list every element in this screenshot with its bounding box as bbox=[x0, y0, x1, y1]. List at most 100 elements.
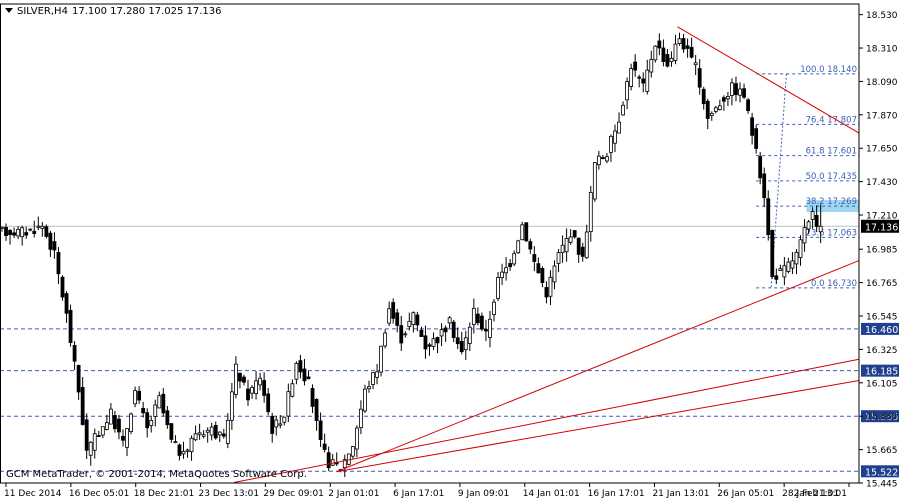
x-tick-label: 28 Jan 21:01 bbox=[782, 489, 839, 499]
candle-body bbox=[16, 228, 21, 237]
level-label: 15.885 bbox=[865, 412, 898, 423]
candle-body bbox=[40, 225, 45, 229]
candle-body bbox=[391, 302, 396, 319]
candle-body bbox=[637, 76, 642, 79]
candle-body bbox=[407, 320, 412, 328]
candle-body bbox=[108, 408, 113, 425]
candle-body bbox=[520, 224, 525, 241]
trendline[interactable] bbox=[336, 380, 860, 473]
candle-body bbox=[629, 68, 634, 87]
candle-body bbox=[84, 419, 89, 451]
candle-body bbox=[92, 433, 97, 451]
candle-body bbox=[580, 246, 585, 257]
candle-body bbox=[592, 162, 597, 200]
fib-level-label: 0.0 16.730 bbox=[811, 279, 857, 289]
candle-body bbox=[512, 253, 517, 265]
candle-body bbox=[310, 388, 315, 407]
candle-body bbox=[556, 252, 561, 264]
candle-body bbox=[415, 314, 420, 326]
candle-body bbox=[540, 267, 545, 283]
candle-body bbox=[177, 444, 182, 456]
candle-body bbox=[221, 433, 226, 437]
y-tick-label: 15.445 bbox=[866, 480, 898, 490]
time-axis: 11 Dec 2014 16 Dec 05:01 18 Dec 21:01 23 De… bbox=[4, 483, 850, 499]
candle-body bbox=[185, 449, 190, 452]
x-tick-label: 26 Jan 05:01 bbox=[717, 489, 774, 499]
candle-body bbox=[250, 387, 254, 394]
candlesticks bbox=[0, 32, 823, 478]
candle-body bbox=[750, 117, 755, 136]
trendline[interactable] bbox=[677, 26, 860, 134]
y-tick-label: 16.545 bbox=[866, 312, 898, 322]
y-tick-label: 17.650 bbox=[866, 145, 898, 155]
candle-body bbox=[810, 211, 815, 220]
x-tick-label: 14 Jan 01:01 bbox=[523, 489, 580, 499]
candle-body bbox=[463, 337, 468, 351]
candle-body bbox=[76, 365, 81, 393]
candle-body bbox=[613, 130, 617, 144]
candle-body bbox=[52, 241, 57, 251]
candle-body bbox=[467, 326, 472, 344]
candle-body bbox=[322, 443, 327, 450]
candle-body bbox=[274, 419, 279, 428]
candle-body bbox=[782, 265, 787, 278]
candle-body bbox=[605, 156, 609, 162]
candle-body bbox=[713, 107, 718, 112]
current-price-label: 17.136 bbox=[865, 222, 898, 233]
x-tick-label: 16 Jan 17:01 bbox=[588, 489, 645, 499]
candle-body bbox=[500, 271, 504, 278]
chart-header: SILVER,H4 17.100 17.280 17.025 17.136 bbox=[5, 6, 222, 17]
chart-frame bbox=[0, 3, 860, 484]
candle-body bbox=[705, 100, 710, 119]
candle-body bbox=[617, 121, 621, 134]
candle-body bbox=[290, 383, 295, 397]
candle-body bbox=[431, 338, 436, 347]
candle-body bbox=[254, 380, 258, 394]
candle-body bbox=[4, 227, 8, 236]
candle-body bbox=[354, 427, 359, 450]
candle-body bbox=[609, 135, 613, 153]
candle-body bbox=[266, 393, 271, 413]
candle-body bbox=[770, 230, 775, 278]
candle-body bbox=[508, 263, 513, 268]
candle-body bbox=[504, 267, 509, 274]
candle-body bbox=[524, 222, 529, 242]
candle-body bbox=[181, 451, 186, 455]
fib-level-label: 38.2 17.269 bbox=[806, 197, 857, 207]
candle-body bbox=[149, 420, 154, 426]
candle-body bbox=[137, 390, 142, 401]
plot-border bbox=[0, 3, 860, 484]
candle-body bbox=[641, 78, 646, 84]
candle-body bbox=[60, 276, 65, 298]
candle-body bbox=[56, 252, 61, 275]
candle-body bbox=[528, 241, 533, 250]
candle-body bbox=[806, 221, 811, 230]
candle-body bbox=[625, 81, 629, 101]
trendline[interactable] bbox=[233, 358, 860, 484]
candle-body bbox=[455, 337, 460, 345]
trendline[interactable] bbox=[336, 260, 860, 473]
y-tick-label: 16.985 bbox=[866, 246, 898, 256]
x-tick-label: 16 Dec 05:01 bbox=[69, 489, 130, 499]
candle-body bbox=[443, 327, 448, 333]
y-tick-label: 17.210 bbox=[866, 212, 898, 222]
candle-body bbox=[701, 88, 706, 105]
candle-body bbox=[201, 434, 206, 437]
candle-body bbox=[246, 388, 250, 401]
candle-body bbox=[536, 263, 541, 274]
y-tick-label: 16.105 bbox=[866, 379, 898, 389]
candle-body bbox=[439, 329, 444, 337]
candle-body bbox=[165, 410, 170, 426]
candle-body bbox=[786, 261, 791, 272]
candle-body bbox=[427, 344, 432, 347]
candle-body bbox=[653, 45, 658, 61]
candle-body bbox=[774, 275, 779, 280]
candle-body bbox=[383, 332, 388, 347]
y-tick-label: 15.665 bbox=[866, 446, 898, 456]
candle-body bbox=[125, 428, 129, 448]
price-axis: 18.530 18.310 18.090 17.870 17.650 17.430 17.2… bbox=[859, 11, 899, 490]
candle-body bbox=[367, 386, 371, 390]
